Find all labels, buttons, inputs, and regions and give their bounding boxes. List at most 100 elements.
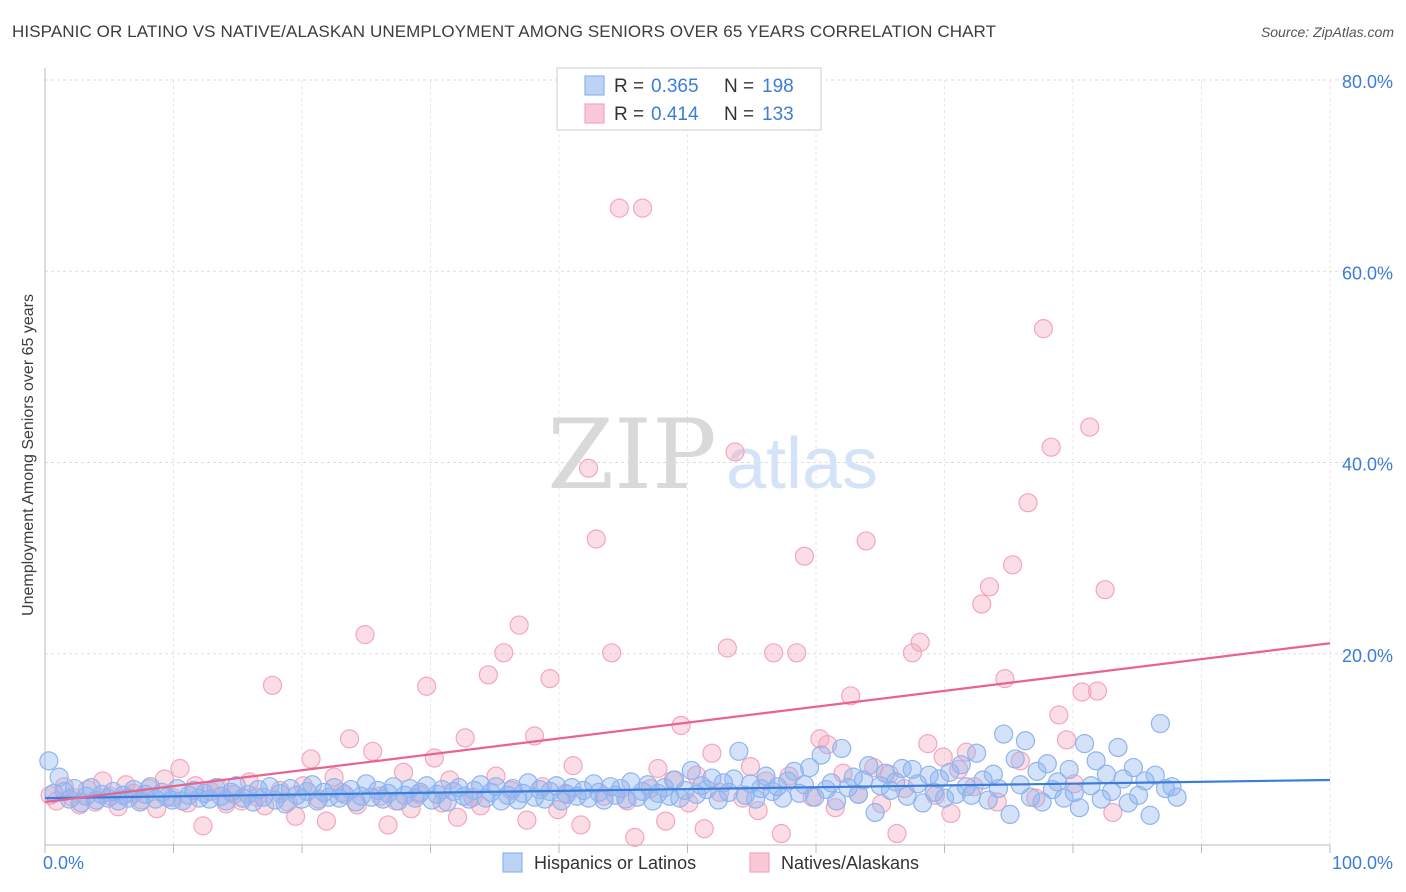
point-native xyxy=(301,749,321,769)
point-hispanic xyxy=(319,787,339,807)
point-hispanic xyxy=(821,773,842,793)
point-hispanic xyxy=(865,802,885,823)
point-hispanic xyxy=(1074,734,1095,754)
point-hispanic xyxy=(1086,751,1106,771)
point-hispanic xyxy=(811,745,831,765)
legend: Hispanics or Latinos Natives/Alaskans xyxy=(502,852,919,873)
point-hispanic xyxy=(1167,787,1187,807)
point-native xyxy=(563,756,583,776)
point-native xyxy=(455,728,475,748)
point-native xyxy=(1033,319,1054,339)
point-hispanic xyxy=(772,788,793,808)
trend-lines xyxy=(44,642,1331,804)
point-hispanic xyxy=(194,783,214,803)
grid-layer xyxy=(45,79,1392,845)
x-tick-label-max: 100.0% xyxy=(1332,853,1393,873)
point-hispanic xyxy=(826,791,847,811)
point-native xyxy=(740,756,761,777)
trend-line-natives xyxy=(44,642,1331,804)
point-hispanic xyxy=(1047,772,1068,792)
point-hispanic xyxy=(243,792,263,812)
point-native xyxy=(578,458,599,478)
watermark-atlas: atlas xyxy=(726,424,878,504)
legend-swatch-natives xyxy=(749,852,770,873)
point-hispanic xyxy=(324,778,344,798)
point-native xyxy=(363,741,383,761)
point-native xyxy=(1103,802,1123,823)
trend-line-hispanics xyxy=(44,778,1331,800)
point-native xyxy=(902,643,922,663)
point-hispanic xyxy=(1032,792,1052,812)
point-hispanic xyxy=(422,790,442,810)
point-native xyxy=(1080,417,1100,437)
stats-n-value-blue: 198 xyxy=(762,76,794,97)
stats-n-label-pink: N = xyxy=(724,104,754,125)
point-hispanic xyxy=(746,789,766,809)
point-native xyxy=(378,815,398,835)
point-hispanic xyxy=(729,741,749,761)
y-tick-label: 60.0% xyxy=(1342,263,1393,283)
point-hispanic xyxy=(848,784,869,804)
point-native xyxy=(586,529,606,549)
series-natives-alaskans xyxy=(40,198,1123,847)
point-hispanic xyxy=(934,788,955,808)
point-native xyxy=(972,594,992,614)
watermark: ZIP atlas xyxy=(547,399,878,511)
point-hispanic xyxy=(988,778,1009,799)
point-hispanic xyxy=(1015,731,1036,751)
point-native xyxy=(648,758,668,779)
point-native xyxy=(262,675,283,695)
point-hispanic xyxy=(902,759,922,780)
point-hispanic xyxy=(1128,785,1149,805)
series-hispanics-latinos xyxy=(39,713,1187,825)
point-hispanic xyxy=(1140,805,1160,825)
point-hispanic xyxy=(724,769,744,789)
y-tick-label: 20.0% xyxy=(1342,646,1393,666)
point-native xyxy=(656,811,676,831)
point-native xyxy=(1056,730,1077,750)
point-hispanic xyxy=(961,785,982,805)
y-tick-label: 80.0% xyxy=(1342,72,1393,92)
point-native xyxy=(517,810,537,830)
point-native xyxy=(841,686,861,706)
point-native xyxy=(787,643,807,663)
point-native xyxy=(447,807,468,827)
point-native xyxy=(571,815,591,835)
point-native xyxy=(316,811,337,831)
point-native xyxy=(1072,682,1092,702)
point-hispanic xyxy=(967,743,987,763)
point-hispanic xyxy=(1108,737,1128,758)
point-hispanic xyxy=(799,757,820,778)
point-hispanic xyxy=(1118,793,1138,813)
point-native xyxy=(609,198,629,218)
point-hispanic xyxy=(1091,789,1111,809)
point-hispanic xyxy=(1037,754,1057,774)
point-hispanic xyxy=(940,762,960,782)
chart-title: HISPANIC OR LATINO VS NATIVE/ALASKAN UNE… xyxy=(12,22,997,41)
point-hispanic xyxy=(1145,765,1165,785)
point-hispanic xyxy=(951,755,971,775)
point-native xyxy=(702,743,722,763)
legend-swatch-hispanics xyxy=(502,852,523,873)
point-hispanic xyxy=(1081,776,1101,796)
point-native xyxy=(671,715,691,736)
point-hispanic xyxy=(199,789,220,809)
stats-r-label-blue: R = xyxy=(614,76,644,97)
point-native xyxy=(748,800,768,821)
stats-swatch-pink xyxy=(584,103,605,124)
point-hispanic xyxy=(702,768,722,788)
point-native xyxy=(694,819,714,839)
point-native xyxy=(794,546,815,566)
point-native xyxy=(478,665,498,685)
stats-r-label-pink: R = xyxy=(614,104,644,125)
point-hispanic xyxy=(892,758,912,779)
point-hispanic xyxy=(784,761,804,781)
point-hispanic xyxy=(713,773,734,793)
point-hispanic xyxy=(929,769,949,789)
point-hispanic xyxy=(1123,757,1143,778)
stats-swatch-blue xyxy=(584,75,605,96)
point-hispanic xyxy=(578,788,599,808)
point-hispanic xyxy=(39,751,59,771)
point-native xyxy=(417,676,437,696)
point-native xyxy=(602,643,622,663)
